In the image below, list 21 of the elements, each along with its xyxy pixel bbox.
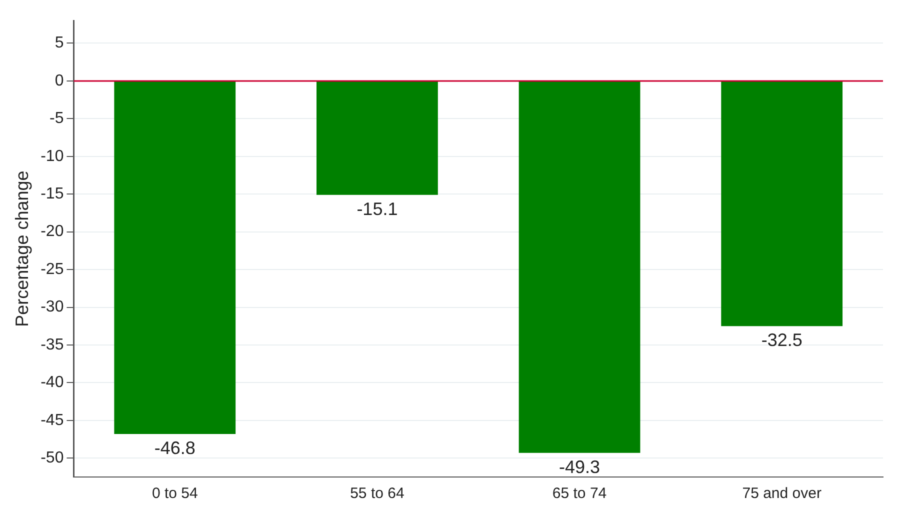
x-tick-label: 55 to 64: [350, 485, 404, 502]
y-tick-label: 5: [54, 34, 64, 52]
x-tick-label: 65 to 74: [552, 485, 607, 502]
y-tick-label: -15: [40, 186, 64, 203]
y-tick-label: 0: [54, 72, 64, 90]
y-axis-title: Percentage change: [12, 170, 32, 327]
y-tick-label: -40: [40, 374, 64, 392]
data-label: -32.5: [761, 330, 802, 350]
x-tick-label: 0 to 54: [152, 485, 198, 502]
y-tick-label: -50: [40, 450, 64, 467]
y-tick-label: -20: [40, 223, 64, 240]
y-tick-label: -5: [49, 110, 64, 128]
x-tick-label: 75 and over: [742, 485, 822, 502]
data-label: -46.8: [154, 438, 196, 458]
data-label: -49.3: [559, 456, 600, 477]
y-tick-label: -25: [40, 260, 64, 278]
y-tick-label: -30: [40, 298, 64, 316]
data-label: -15.1: [356, 198, 398, 219]
y-tick-label: -45: [40, 412, 64, 429]
y-tick-label: -35: [40, 336, 64, 354]
y-tick-label: -10: [40, 148, 64, 165]
